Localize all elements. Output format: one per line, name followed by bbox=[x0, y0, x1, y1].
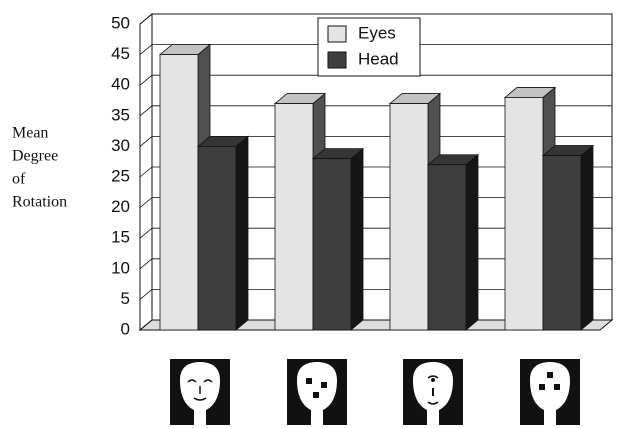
grid-line bbox=[139, 44, 612, 55]
face-icon bbox=[287, 359, 347, 425]
bar-group bbox=[541, 144, 595, 331]
bar bbox=[197, 145, 237, 331]
bar bbox=[427, 164, 467, 331]
grid-line bbox=[139, 135, 612, 147]
y-axis-label: Rotation bbox=[12, 194, 67, 211]
legend-swatch bbox=[327, 51, 347, 69]
bar bbox=[389, 103, 429, 331]
y-tick-label: 35 bbox=[111, 105, 130, 124]
grid-line bbox=[139, 13, 612, 25]
y-tick-label: 5 bbox=[121, 289, 130, 308]
bar bbox=[542, 155, 582, 331]
grid-line bbox=[139, 105, 612, 117]
y-tick-label: 50 bbox=[111, 13, 130, 32]
face-icon bbox=[403, 359, 463, 425]
legend-swatch bbox=[327, 25, 347, 43]
y-axis-label: Degree bbox=[12, 148, 58, 165]
y-tick-label: 30 bbox=[111, 136, 130, 155]
y-tick-label: 40 bbox=[111, 75, 130, 94]
bar-side bbox=[235, 135, 249, 331]
bar-side bbox=[580, 144, 594, 331]
bar-group bbox=[311, 147, 365, 331]
legend-label: Eyes bbox=[358, 23, 396, 42]
grid-line bbox=[139, 74, 612, 86]
y-tick-label: 15 bbox=[111, 228, 130, 247]
bar-side bbox=[350, 147, 364, 331]
category-icons bbox=[170, 359, 580, 425]
face-icon bbox=[520, 359, 580, 425]
y-axis-label: of bbox=[12, 171, 26, 188]
bar bbox=[274, 103, 314, 331]
face-icon bbox=[170, 359, 230, 425]
y-tick-label: 20 bbox=[111, 197, 130, 216]
bar-group bbox=[196, 135, 250, 331]
y-axis-label: Mean bbox=[12, 125, 48, 142]
bar bbox=[159, 54, 199, 331]
y-tick-label: 0 bbox=[121, 319, 130, 338]
bar bbox=[504, 97, 544, 331]
y-tick-label: 10 bbox=[111, 258, 130, 277]
bar-group bbox=[426, 153, 480, 331]
bar-side bbox=[465, 153, 479, 331]
y-tick-label: 25 bbox=[111, 166, 130, 185]
legend-label: Head bbox=[358, 49, 399, 68]
bar bbox=[312, 158, 352, 331]
y-tick-label: 45 bbox=[111, 44, 130, 63]
